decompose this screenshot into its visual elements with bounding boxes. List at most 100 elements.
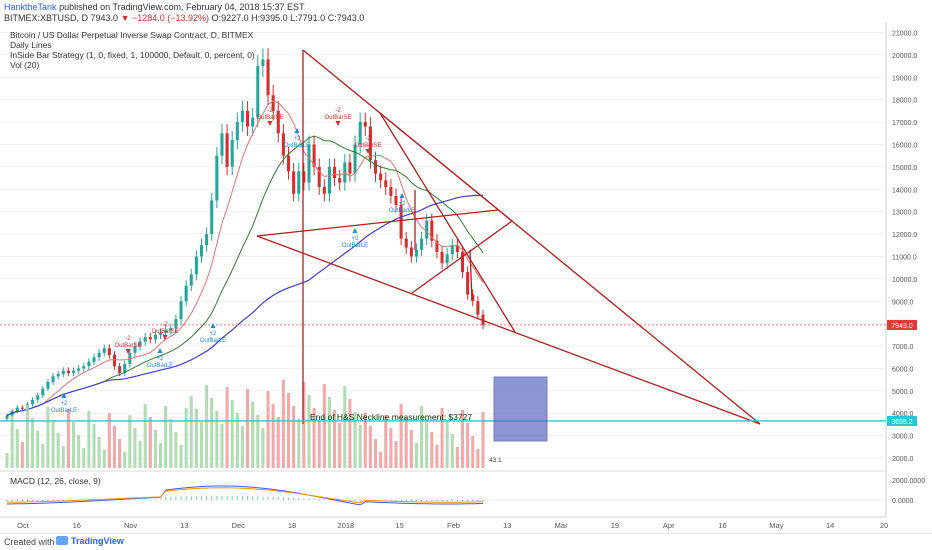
volume-bar <box>61 446 65 468</box>
time-tick-label: 16 <box>73 521 81 530</box>
candle-body <box>199 245 204 257</box>
candle-body <box>307 144 311 183</box>
signal-count: -2 <box>335 108 341 114</box>
candle-body <box>333 166 337 179</box>
volume-bar <box>189 396 193 468</box>
volume-bar <box>36 431 40 468</box>
price-tick-label: 16000.0 <box>892 142 917 149</box>
volume-bar <box>184 408 188 468</box>
price-tick-label: 15000.0 <box>892 165 917 172</box>
created-with-text: Created with <box>4 537 55 547</box>
arrow-up-icon <box>157 348 163 353</box>
time-tick-label: Apr <box>663 521 675 530</box>
volume-bar <box>230 400 234 468</box>
price-tick-label: 7000.0 <box>892 344 914 351</box>
volume-bar <box>317 421 321 468</box>
candle-body <box>138 341 142 347</box>
tradingview-logo[interactable]: TradingView <box>56 536 124 546</box>
legend-title: Bitcoin / US Dollar Perpetual Inverse Sw… <box>10 30 254 40</box>
volume-bar <box>343 386 347 468</box>
volume-bar <box>246 389 250 468</box>
candle-body <box>373 160 378 174</box>
candle-body <box>256 66 260 118</box>
volume-bar <box>123 452 127 468</box>
volume-bar <box>435 445 439 468</box>
volume-bar <box>138 441 142 468</box>
signal-label: OutBarLE <box>51 408 77 414</box>
candle-body <box>399 204 403 239</box>
volume-bar <box>220 424 224 468</box>
volume-bar <box>266 391 270 468</box>
volume-bar <box>235 413 239 468</box>
candle-body <box>36 395 40 400</box>
volume-bar <box>194 409 198 468</box>
volume-bar <box>164 406 168 468</box>
volume-bar <box>153 430 157 468</box>
candle-body <box>276 110 280 134</box>
volume-bar <box>205 385 209 468</box>
close-value: C:7943.0 <box>327 13 365 23</box>
time-tick-label: Oct <box>17 521 30 530</box>
candle-body <box>271 95 275 111</box>
candle-body <box>92 357 96 362</box>
candle-body <box>189 274 193 286</box>
volume-bar <box>394 441 398 468</box>
candle-body <box>102 348 106 353</box>
volume-bar <box>297 419 301 468</box>
author-link[interactable]: HanktheTank <box>4 2 57 12</box>
price-tick-label: 5000.0 <box>892 389 914 396</box>
volume-bar <box>466 423 470 468</box>
time-tick-label: 15 <box>396 521 404 530</box>
volume-bar <box>87 411 91 468</box>
candle-body <box>450 245 454 255</box>
volume-bar <box>271 404 275 468</box>
macd-line <box>6 485 484 506</box>
trendline <box>411 220 513 294</box>
volume-bar <box>179 445 183 468</box>
arrow-down-icon <box>267 121 273 126</box>
signal-count: -2 <box>125 336 131 342</box>
candle-body <box>281 133 285 156</box>
candle-body <box>476 301 480 315</box>
signal-label: OutBarSE <box>354 143 381 149</box>
candle-body <box>246 110 250 127</box>
volume-bar <box>97 437 101 468</box>
price-tag <box>887 415 917 426</box>
time-tick-label: Mar <box>555 521 568 530</box>
time-tick-label: Feb <box>447 521 460 530</box>
volume-bar <box>404 417 408 468</box>
volume-bar <box>225 387 229 468</box>
price-chart[interactable]: 2000.03000.04000.05000.06000.07000.08000… <box>0 22 932 533</box>
price-tick-label: 14000.0 <box>892 187 917 194</box>
legend-interval: Daily Lines <box>10 40 52 50</box>
volume-bar <box>46 407 50 468</box>
macd-tick-label: 0.0000 <box>892 498 914 505</box>
volume-bar <box>338 423 342 468</box>
arrow-up-icon <box>294 128 300 133</box>
candle-body <box>420 238 424 250</box>
volume-bar <box>92 424 96 468</box>
volume-bar <box>389 428 393 468</box>
price-tick-label: 9000.0 <box>892 299 914 306</box>
candle-body <box>266 59 270 96</box>
volume-bar <box>261 428 265 468</box>
signal-count: +2 <box>157 356 165 362</box>
price-tick-label: 3000.0 <box>892 434 914 441</box>
volume-bar <box>66 409 70 468</box>
time-tick-label: 18 <box>288 521 296 530</box>
trendline <box>256 209 499 237</box>
signal-label: OutBarLE <box>147 363 173 369</box>
price-tick-label: 4000.0 <box>892 411 914 418</box>
candle-body <box>210 200 214 235</box>
candle-body <box>358 122 362 145</box>
volume-bar <box>31 418 35 468</box>
volume-bar <box>420 406 424 468</box>
candle-body <box>66 370 70 373</box>
volume-bar <box>174 432 178 468</box>
chart-legend: Bitcoin / US Dollar Perpetual Inverse Sw… <box>10 30 255 70</box>
trendline <box>379 112 513 222</box>
ohlc-line: BITMEX:XBTUSD, D 7943.0 ▼ −1284.0 (−13.9… <box>4 13 364 23</box>
